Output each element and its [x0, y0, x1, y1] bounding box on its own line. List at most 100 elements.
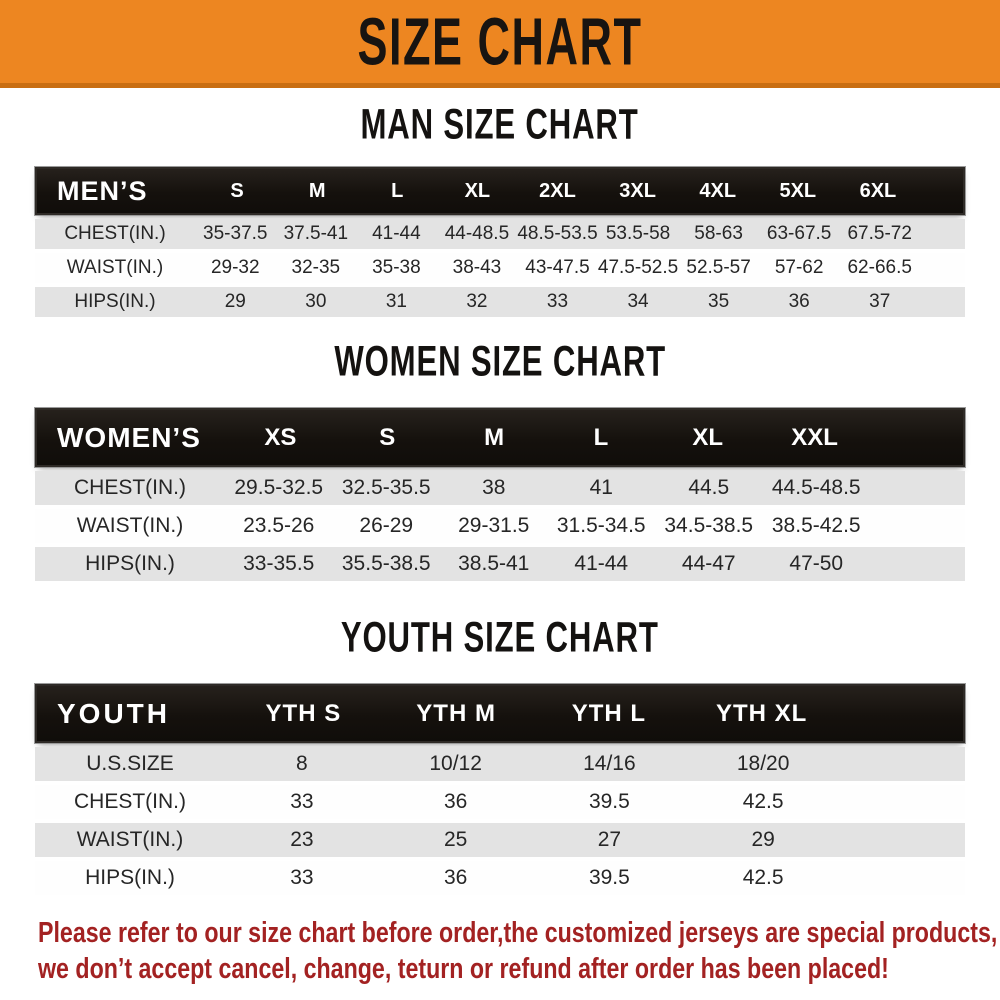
men-hips-in-filler: [920, 287, 965, 317]
youth-row-label-chest-in: CHEST(IN.): [74, 790, 186, 813]
men-column-header-s: S: [230, 179, 244, 202]
women-hips-in-filler: [870, 547, 965, 581]
men-hips-in-value-5: 33: [546, 291, 569, 312]
men-row-waist-in: WAIST(IN.) 29-32 32-35 35-38 38-43 43-47.5 47.…: [35, 253, 965, 283]
youth-chest-in-value-1: 33: [290, 790, 314, 813]
women-waist-in-value-2: 26-29: [359, 514, 414, 537]
men-section-title-text: MAN SIZE CHART: [360, 101, 640, 149]
youth-hips-in-value-4: 42.5: [742, 866, 784, 889]
men-column-header-m: M: [308, 179, 326, 202]
men-waist-in-value-3: 35-38: [372, 257, 421, 278]
men-chest-in-value-8: 63-67.5: [766, 223, 832, 244]
youth-waist-in-value-3: 27: [597, 828, 622, 851]
women-hips-in-value-2: 35.5-38.5: [341, 552, 431, 575]
women-row-hips-in: HIPS(IN.) 33-35.5 35.5-38.5 38.5-41 41-44 44-…: [35, 547, 965, 581]
women-hips-in-value-4: 41-44: [574, 552, 629, 575]
women-row-label-chest-in: CHEST(IN.): [74, 476, 186, 499]
youth-u-s-size-value-4: 18/20: [736, 752, 790, 775]
notice-line-2: we don’t accept cancel, change, teturn o…: [38, 953, 889, 985]
men-waist-in-value-2: 32-35: [291, 257, 341, 278]
women-header-label: WOMEN’S: [57, 421, 201, 453]
youth-hips-in-value-2: 36: [443, 866, 468, 889]
youth-row-chest-in: CHEST(IN.) 33 36 39.5 42.5: [35, 785, 965, 819]
men-hips-in-value-7: 35: [708, 291, 730, 312]
youth-waist-in-filler: [840, 823, 965, 857]
men-row-label-waist-in: WAIST(IN.): [66, 257, 164, 278]
women-header-filler: [868, 410, 963, 465]
men-chest-in-value-3: 41-44: [372, 223, 421, 244]
men-waist-in-value-6: 47.5-52.5: [597, 257, 679, 278]
men-column-header-4xl: 4XL: [699, 179, 737, 202]
men-chest-in-value-5: 48.5-53.5: [517, 223, 598, 244]
youth-section-title-text: YOUTH SIZE CHART: [341, 614, 659, 662]
women-section: WOMEN SIZE CHART WOMEN’S XS S M L XL XXL CHEST(…: [0, 338, 1000, 581]
youth-column-header-yth-xl: YTH XL: [715, 699, 808, 727]
youth-hips-in-value-3: 39.5: [588, 866, 630, 889]
men-row-label-hips-in: HIPS(IN.): [74, 291, 156, 312]
youth-row-hips-in: HIPS(IN.) 33 36 39.5 42.5: [35, 861, 965, 895]
men-hips-in-value-9: 37: [869, 291, 891, 312]
men-hips-in-value-6: 34: [627, 291, 649, 312]
women-hips-in-value-5: 44-47: [681, 552, 736, 575]
youth-row-u-s-size: U.S.SIZE 8 10/12 14/16 18/20: [35, 747, 965, 781]
men-header-filler: [918, 169, 963, 213]
men-section: MAN SIZE CHART MEN’S S M L XL 2XL 3XL 4XL 5XL 6XL…: [0, 101, 1000, 317]
youth-size-table: YOUTH YTH S YTH M YTH L YTH XL U.S.SIZE 8 10/12…: [34, 683, 966, 895]
men-row-hips-in: HIPS(IN.) 29 30 31 32 33 34 35 36 37: [35, 287, 965, 317]
women-hips-in-value-3: 38.5-41: [458, 552, 530, 575]
women-waist-in-filler: [870, 509, 965, 543]
women-row-label-waist-in: WAIST(IN.): [76, 514, 184, 537]
women-column-header-m: M: [484, 423, 505, 451]
women-hips-in-value-1: 33-35.5: [243, 552, 315, 575]
youth-waist-in-value-1: 23: [290, 828, 314, 851]
women-column-header-xs: XS: [264, 423, 297, 451]
youth-header-row: YOUTH YTH S YTH M YTH L YTH XL: [34, 683, 966, 744]
women-column-header-xl: XL: [692, 423, 724, 451]
youth-u-s-size-value-1: 8: [296, 752, 308, 775]
youth-row-label-hips-in: HIPS(IN.): [85, 866, 175, 889]
men-chest-in-value-4: 44-48.5: [444, 223, 510, 244]
notice-line-1: Please refer to our size chart before or…: [38, 917, 998, 949]
men-size-table: MEN’S S M L XL 2XL 3XL 4XL 5XL 6XL CHEST(IN.) 35-37…: [34, 166, 966, 317]
men-waist-in-value-4: 38-43: [452, 257, 502, 278]
women-waist-in-value-3: 29-31.5: [458, 514, 530, 537]
women-chest-in-value-4: 41: [589, 476, 613, 499]
women-chest-in-filler: [870, 471, 965, 505]
youth-column-header-yth-s: YTH S: [265, 699, 342, 727]
youth-chest-in-value-3: 39.5: [588, 790, 630, 813]
women-row-label-hips-in: HIPS(IN.): [85, 552, 175, 575]
men-column-header-xl: XL: [464, 179, 491, 202]
men-chest-in-filler: [920, 219, 965, 249]
men-header-label: MEN’S: [57, 175, 148, 206]
youth-column-header-yth-m: YTH M: [416, 699, 496, 727]
women-chest-in-value-6: 44.5-48.5: [771, 476, 861, 499]
men-chest-in-value-7: 58-63: [694, 223, 743, 244]
men-waist-in-value-1: 29-32: [210, 257, 260, 278]
men-column-header-2xl: 2XL: [539, 179, 576, 202]
youth-chest-in-value-2: 36: [443, 790, 468, 813]
youth-section: YOUTH SIZE CHART YOUTH YTH S YTH M YTH L YTH…: [0, 614, 1000, 895]
youth-row-label-u-s-size: U.S.SIZE: [86, 752, 174, 775]
women-size-table: WOMEN’S XS S M L XL XXL CHEST(IN.) 29.5-32.5 32.5…: [34, 407, 966, 581]
women-waist-in-value-1: 23.5-26: [243, 514, 315, 537]
youth-chest-in-value-4: 42.5: [742, 790, 784, 813]
men-column-header-6xl: 6XL: [859, 179, 897, 202]
men-row-chest-in: CHEST(IN.) 35-37.5 37.5-41 41-44 44-48.5 48.5…: [35, 219, 965, 249]
men-column-header-3xl: 3XL: [619, 179, 656, 202]
women-section-title-text: WOMEN SIZE CHART: [334, 338, 666, 386]
women-header-row: WOMEN’S XS S M L XL XXL: [34, 407, 966, 468]
youth-row-waist-in: WAIST(IN.) 23 25 27 29: [35, 823, 965, 857]
banner: SIZE CHART: [0, 0, 1000, 88]
banner-title: SIZE CHART: [357, 3, 643, 80]
youth-u-s-size-filler: [840, 747, 965, 781]
women-chest-in-value-5: 44.5: [688, 476, 730, 499]
women-row-chest-in: CHEST(IN.) 29.5-32.5 32.5-35.5 38 41 44.5 44.5…: [35, 471, 965, 505]
men-hips-in-value-4: 32: [466, 291, 488, 312]
youth-section-title: YOUTH SIZE CHART: [0, 614, 1000, 662]
women-chest-in-value-1: 29.5-32.5: [234, 476, 324, 499]
men-chest-in-value-2: 37.5-41: [283, 223, 349, 244]
men-row-label-chest-in: CHEST(IN.): [64, 223, 166, 244]
youth-waist-in-value-2: 25: [443, 828, 468, 851]
youth-row-label-waist-in: WAIST(IN.): [76, 828, 184, 851]
